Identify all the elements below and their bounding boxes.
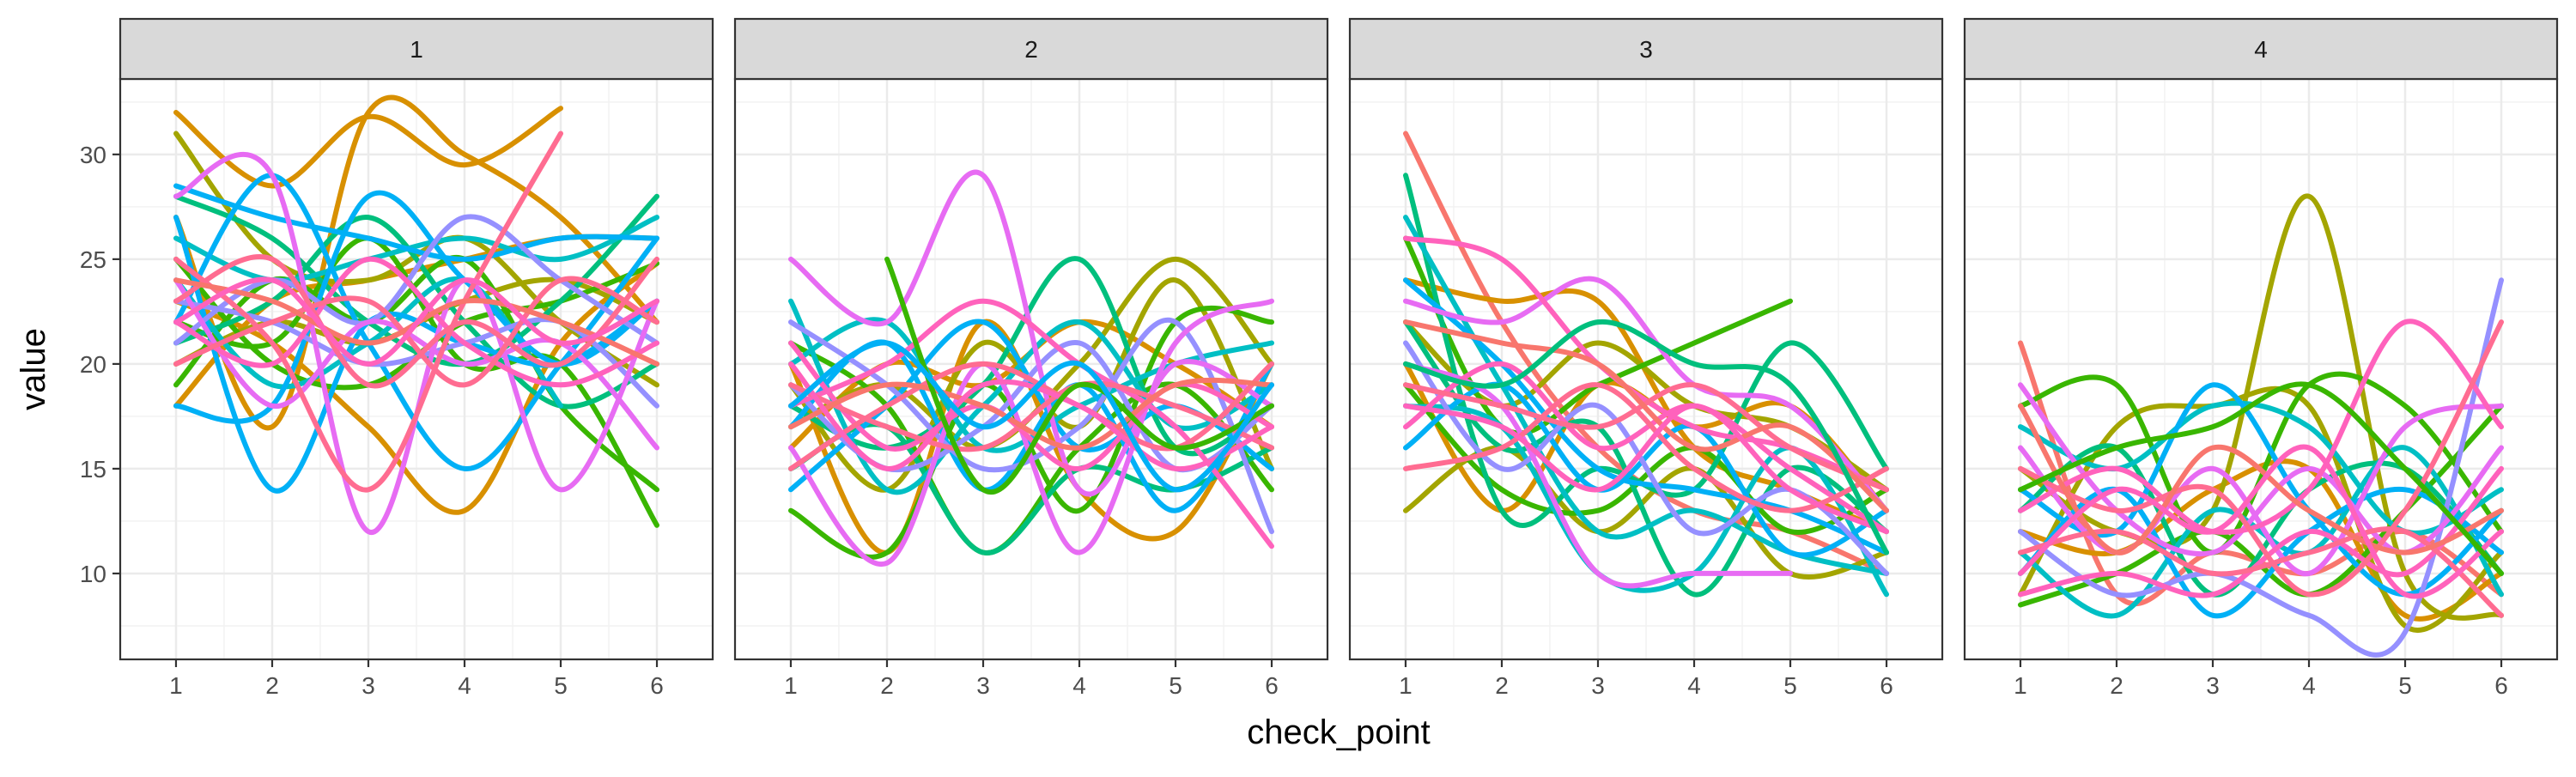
series-line-15 (2018, 319, 2504, 535)
x-tick-label: 5 (2398, 672, 2412, 699)
series-line-11 (173, 215, 659, 410)
x-tick-label: 3 (976, 672, 990, 699)
series-line-20 (1403, 382, 1889, 493)
y-tick-label: 30 (80, 142, 106, 168)
series-line-23 (1403, 319, 1889, 555)
facet-strip-label: 1 (410, 36, 423, 63)
series-line-27 (173, 276, 659, 367)
series-line-18 (1403, 361, 1889, 535)
facet-panel-1: 1 1 2 3 4 5 6 10 15 20 25 30 (80, 17, 714, 699)
series-line-15 (173, 183, 659, 262)
series-line-24 (788, 340, 1274, 493)
x-tick-label: 2 (1495, 672, 1509, 699)
series-group (788, 169, 1274, 568)
x-tick-label: 6 (1265, 672, 1279, 699)
facet-panel-3: 3 1 2 3 4 5 6 (1348, 17, 1944, 699)
y-tick-label: 20 (80, 351, 106, 378)
x-tick-label: 1 (1399, 672, 1413, 699)
series-line-16 (2018, 465, 2504, 598)
series-group (173, 94, 659, 535)
series-line-25 (173, 276, 659, 388)
series-line-23 (173, 131, 563, 493)
x-tick-label: 6 (2494, 672, 2508, 699)
series-line-12 (2018, 277, 2504, 658)
series-line-2 (173, 94, 659, 431)
x-tick-label: 5 (1169, 672, 1182, 699)
facet-strip-label: 2 (1024, 36, 1038, 63)
series-line-21 (788, 377, 1274, 451)
y-tick-label: 25 (80, 246, 106, 273)
y-tick-label: 10 (80, 561, 106, 587)
facet-strip (1348, 17, 1944, 81)
x-tick-label: 2 (2110, 672, 2123, 699)
x-tick-label: 4 (2302, 672, 2316, 699)
x-tick-label: 1 (784, 672, 798, 699)
series-group (2018, 193, 2504, 658)
series-line-12 (173, 215, 659, 283)
series-line-22 (173, 256, 659, 388)
facet-strip (1963, 17, 2559, 81)
series-line-23 (884, 256, 1274, 495)
series-line-20 (2018, 444, 2504, 599)
facet-strip-label: 4 (2254, 36, 2268, 63)
x-tick-label: 1 (169, 672, 183, 699)
x-tick-label: 5 (1783, 672, 1797, 699)
x-axis-title: check_point (1247, 713, 1430, 751)
series-line-19 (1403, 382, 1889, 513)
x-tick-label: 5 (554, 672, 568, 699)
y-tick-label: 15 (80, 456, 106, 483)
series-line-19 (2018, 403, 2504, 555)
series-line-16 (173, 173, 659, 471)
series-line-6 (1403, 235, 1793, 436)
x-tick-label: 3 (2206, 672, 2220, 699)
series-line-12 (1403, 277, 1889, 555)
series-line-22 (1403, 403, 1889, 535)
x-tick-label: 4 (458, 672, 471, 699)
x-tick-label: 1 (2014, 672, 2027, 699)
facet-strip (733, 17, 1329, 81)
facet-panel-4: 4 1 2 3 4 5 6 (1963, 17, 2559, 699)
series-line-17 (2018, 319, 2504, 598)
y-axis-title: value (15, 328, 52, 410)
x-tick-label: 2 (265, 672, 279, 699)
series-line-19 (788, 361, 1274, 471)
series-line-21 (2018, 381, 2504, 576)
facet-panel-2: 2 1 2 3 4 5 6 (733, 17, 1329, 699)
x-tick-label: 2 (880, 672, 894, 699)
series-line-15 (1403, 276, 1889, 513)
series-line-11 (2018, 486, 2504, 619)
x-tick-label: 6 (1880, 672, 1893, 699)
series-line-17 (788, 298, 1274, 549)
series-line-8 (173, 254, 659, 493)
facet-strip (118, 17, 714, 81)
series-line-21 (1403, 319, 1889, 513)
series-line-19 (173, 298, 659, 409)
x-tick-label: 3 (361, 672, 375, 699)
series-line-18 (2018, 526, 2504, 618)
facet-strip-label: 3 (1639, 36, 1653, 63)
series-line-22 (788, 361, 1274, 471)
x-tick-label: 4 (1072, 672, 1086, 699)
x-tick-label: 4 (1687, 672, 1701, 699)
series-line-24 (173, 254, 659, 389)
series-group (1403, 131, 1889, 598)
x-tick-label: 3 (1591, 672, 1605, 699)
x-tick-label: 6 (650, 672, 664, 699)
series-line-20 (788, 380, 1274, 452)
